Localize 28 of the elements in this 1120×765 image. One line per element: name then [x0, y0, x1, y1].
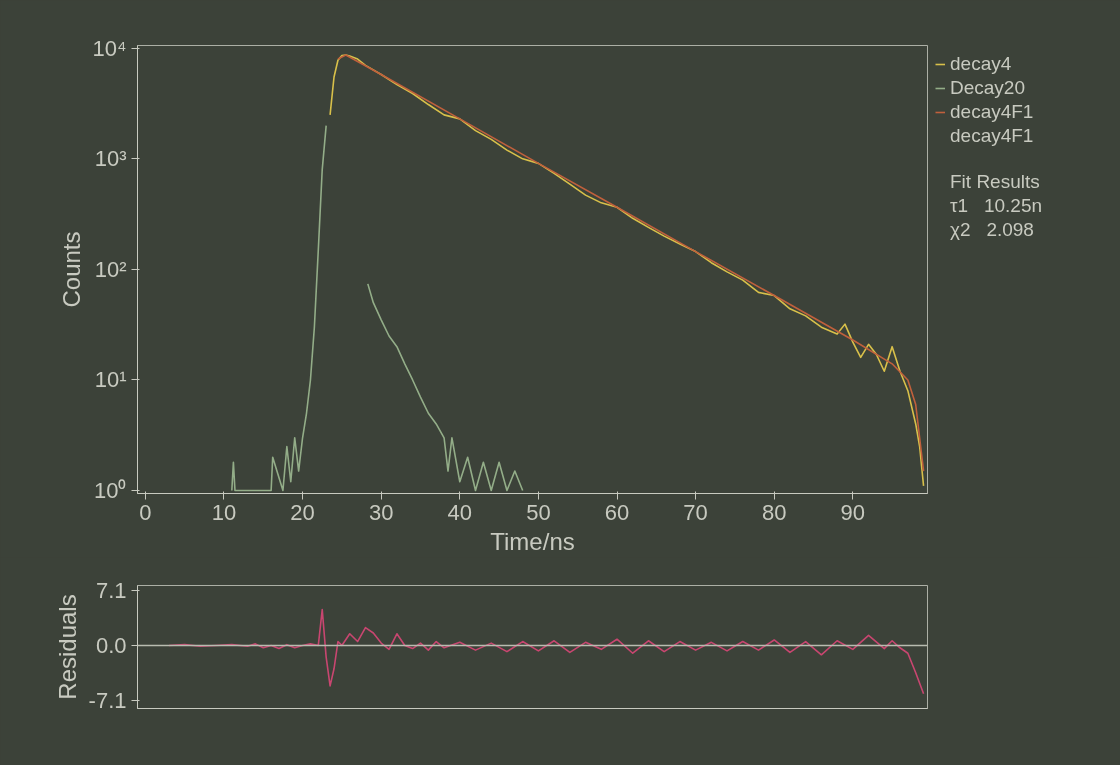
legend-label: Decay20: [950, 77, 1025, 99]
x-tick-label: 20: [290, 499, 315, 525]
x-tick-label: 0: [139, 499, 152, 525]
text: χ2 2.098: [950, 219, 1034, 241]
y-tick-label: 10⁴: [92, 35, 127, 61]
x-tick-label: 90: [840, 499, 866, 525]
x-tick-label: 50: [526, 499, 551, 525]
text: τ1 10.25n: [950, 195, 1043, 217]
x-tick-label: 30: [368, 499, 394, 525]
x-tick-label: 70: [683, 499, 708, 525]
legend-label: decay4: [950, 53, 1012, 75]
y-tick-label: 10²: [94, 256, 127, 282]
y-tick-label: 10³: [94, 146, 127, 172]
x-tick-label: 80: [761, 499, 787, 525]
legend-label: decay4F1: [950, 101, 1034, 123]
x-tick-label: 10: [211, 499, 237, 525]
y-axis-title: Residuals: [53, 594, 81, 700]
y-tick-label: 7.1: [95, 577, 127, 603]
text: decay4F1: [950, 125, 1034, 147]
y-tick-label: -7.1: [88, 688, 127, 714]
x-axis-title: Time/ns: [490, 527, 575, 555]
y-axis-title: Counts: [57, 231, 85, 308]
y-tick-label: 0.0: [95, 632, 127, 658]
y-tick-label: 10¹: [94, 367, 127, 393]
text: Fit Results: [950, 171, 1040, 193]
x-tick-label: 60: [604, 499, 630, 525]
y-tick-label: 10⁰: [94, 478, 127, 504]
x-tick-label: 40: [447, 499, 473, 525]
